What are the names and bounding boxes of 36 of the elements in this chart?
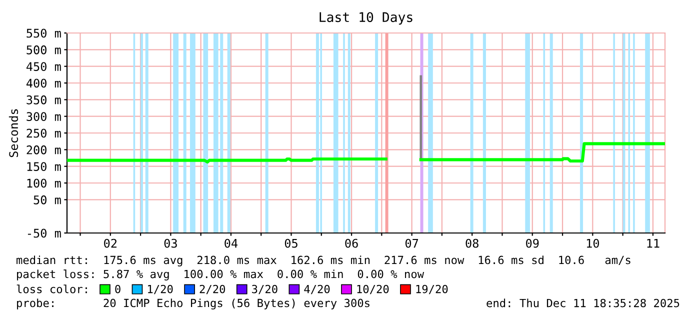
x-tick-label: 09 <box>526 238 539 248</box>
y-tick-label: 250 m <box>26 128 61 138</box>
text: end: Thu Dec 11 18:35:28 2025 <box>486 298 680 308</box>
y-tick-label: 400 m <box>26 78 61 88</box>
y-tick-label: 550 m <box>26 28 61 38</box>
text: median rtt: 175.6 ms avg 218.0 ms max 162.6 ms min 217.6 ms now 16.6 ms sd 10.6 am/s <box>16 256 630 266</box>
x-tick-label: 02 <box>104 238 117 248</box>
legend-label: 4/20 <box>304 284 330 294</box>
x-tick-label: 07 <box>405 238 418 248</box>
x-tick-label: 10 <box>586 238 600 248</box>
legend-label: 2/20 <box>200 284 226 294</box>
y-tick-label: 100 m <box>27 178 61 188</box>
x-tick-label: 08 <box>466 238 478 248</box>
legend-label: 19/20 <box>416 284 448 294</box>
text: loss color: <box>16 284 87 294</box>
x-tick-label: 05 <box>284 238 298 248</box>
y-tick-label: 200 m <box>26 145 61 154</box>
text: probe: 20 ICMP Echo Pings (56 Bytes) every 300s <box>17 298 370 310</box>
text: packet loss: 5.87 % avg 100.00 % max 0.00 % min 0.00 % now <box>17 270 424 280</box>
chart-title: Last 10 Days <box>320 12 412 25</box>
x-tick-label: 11 <box>647 238 660 248</box>
y-tick-label: 500 m <box>26 45 61 54</box>
y-tick-label: 450 m <box>26 62 61 72</box>
legend-label: 10/20 <box>357 284 389 294</box>
y-tick-label: 350 m <box>26 95 61 104</box>
y-axis-title: Seconds <box>8 109 18 158</box>
y-tick-label: 150 m <box>27 162 61 172</box>
legend-label: 1/20 <box>148 284 173 294</box>
y-tick-label: 50 m <box>34 195 61 204</box>
x-tick-label: 03 <box>164 238 177 248</box>
legend-label: 3/20 <box>252 284 278 294</box>
y-tick-label: 300 m <box>26 112 61 122</box>
x-tick-label: 04 <box>224 238 238 248</box>
legend-label: 0 <box>115 284 120 294</box>
x-tick-label: 06 <box>345 238 358 248</box>
y-tick-label: -50 m <box>28 228 61 238</box>
